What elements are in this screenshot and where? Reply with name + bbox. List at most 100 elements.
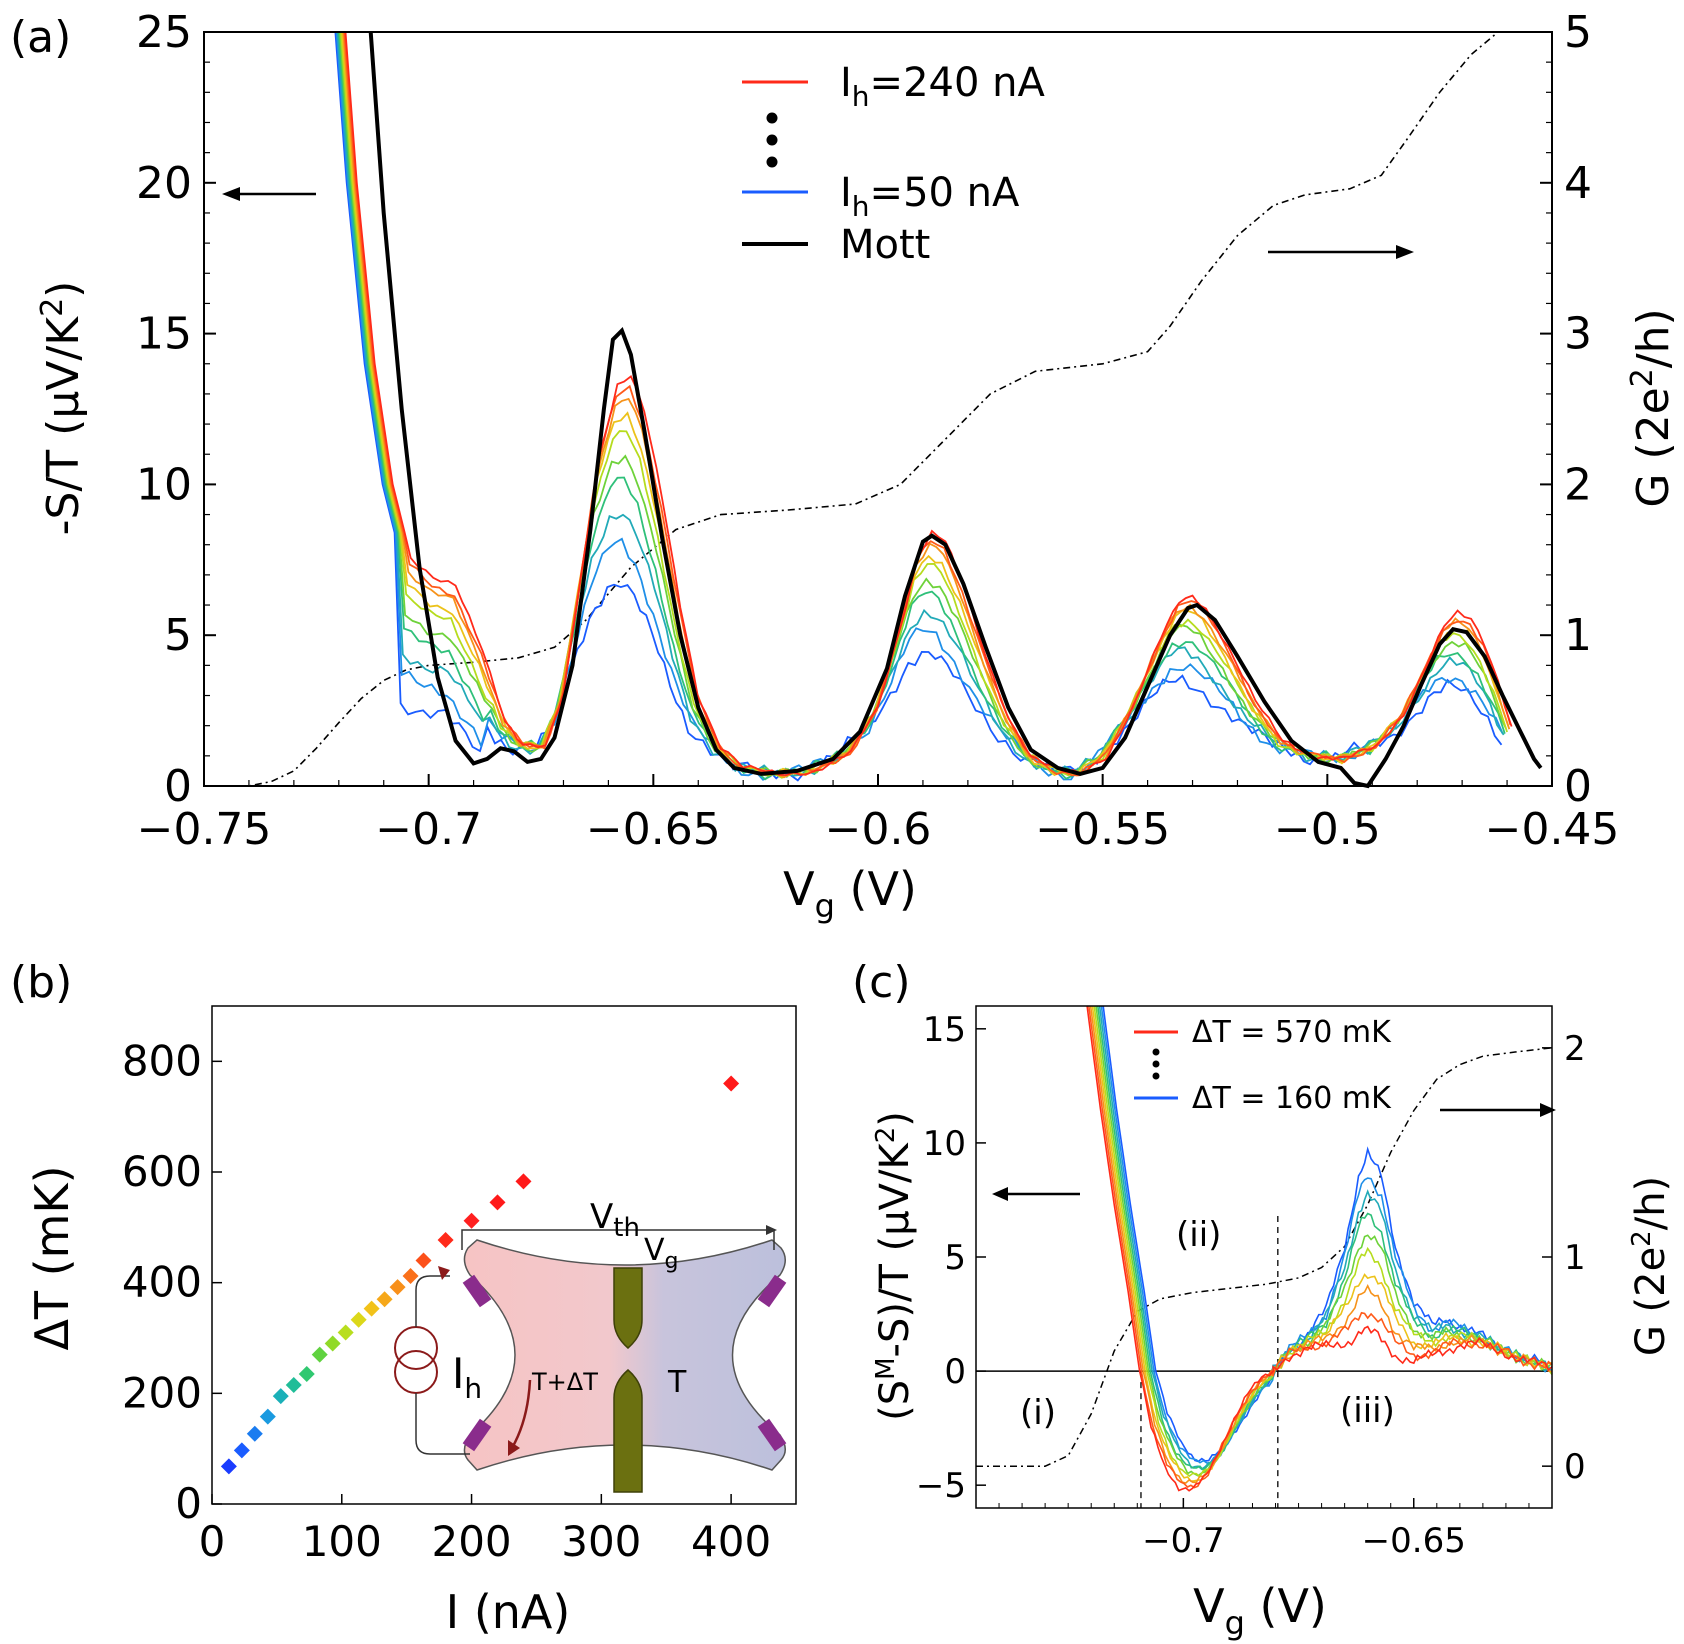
panel-a-mott-curve xyxy=(368,31,1543,789)
conductance-curve xyxy=(204,31,1499,787)
region-label-ii: (ii) xyxy=(1176,1215,1221,1255)
panel-c-left-arrow xyxy=(992,1187,1080,1201)
data-point xyxy=(285,1377,302,1394)
inset-contact-pad xyxy=(757,1274,787,1308)
panel-a: (a) −0.75 −0.7 −0.65 −0.6 −0.55 −0.5 −0.450510… xyxy=(10,7,1679,925)
heated-series-line xyxy=(334,31,1503,782)
y-tick-label: 600 xyxy=(122,1147,202,1196)
data-point xyxy=(723,1075,740,1092)
region-label-i: (i) xyxy=(1020,1393,1056,1433)
y-tick-label: −5 xyxy=(916,1466,966,1506)
inset-cold-label: T xyxy=(667,1365,687,1400)
data-point xyxy=(311,1346,328,1363)
panel-a-legend: Ih=240 nA Ih=50 nA Mott xyxy=(742,60,1045,268)
data-point xyxy=(489,1194,506,1211)
panel-a-label: (a) xyxy=(10,12,71,63)
panel-b-xlabel: I (nA) xyxy=(446,1585,571,1639)
conductance-curve xyxy=(976,1047,1553,1467)
panel-a-left-arrow xyxy=(222,187,316,201)
x-tick-label: 300 xyxy=(561,1517,641,1566)
panel-c-xlabel: Vg (V) xyxy=(1193,1579,1327,1642)
heated-series-line xyxy=(337,31,1506,781)
series-line xyxy=(1097,1005,1553,1472)
data-point xyxy=(337,1324,354,1341)
panel-c-ticks: −0.7 −0.65 −5 0 5 10 15 0 1 2 xyxy=(916,1010,1586,1561)
x-tick-label: 400 xyxy=(691,1517,771,1566)
y-right-tick-label: 2 xyxy=(1564,1029,1586,1069)
x-tick-label: −0.75 xyxy=(137,804,272,855)
panel-c-ylabel-left: (SM-S)/T (µV/K2) xyxy=(871,1111,918,1421)
heated-series-line xyxy=(343,31,1512,777)
x-tick-label: −0.65 xyxy=(1362,1521,1466,1561)
x-tick-label: 100 xyxy=(302,1517,382,1566)
legend-ellipsis-dot xyxy=(766,112,778,124)
series-line xyxy=(1098,1005,1553,1471)
data-point xyxy=(298,1365,315,1382)
data-point xyxy=(402,1268,419,1285)
panel-c: (c) −0.7 −0.65 −5 0 5 10 15 0 1 2 Vg (V) (SM-S)/T… xyxy=(852,957,1674,1642)
inset-contact-pad xyxy=(462,1418,492,1452)
data-point xyxy=(246,1425,263,1442)
panel-a-right-arrow xyxy=(1268,245,1414,259)
y-right-tick-label: 0 xyxy=(1564,1447,1586,1487)
legend-label-mott: Mott xyxy=(840,222,930,268)
heated-series-line xyxy=(339,31,1507,776)
y-tick-label: 400 xyxy=(122,1258,202,1307)
data-point xyxy=(389,1279,406,1296)
legend-ellipsis-dot xyxy=(1152,1048,1160,1056)
y-right-tick-label: 3 xyxy=(1564,309,1592,360)
legend-label-570mk: ΔT = 570 mK xyxy=(1192,1015,1392,1050)
panel-a-ylabel-right: G (2e2/h) xyxy=(1625,308,1679,507)
series-line xyxy=(1088,1005,1553,1489)
y-tick-label: 25 xyxy=(136,7,192,58)
x-tick-label: −0.45 xyxy=(1485,804,1620,855)
inset-current-source xyxy=(394,1326,438,1370)
y-tick-label: 10 xyxy=(923,1124,966,1164)
panel-a-ticks: −0.75 −0.7 −0.65 −0.6 −0.55 −0.5 −0.4505101520… xyxy=(136,7,1619,855)
data-point xyxy=(220,1458,237,1475)
region-label-iii: (iii) xyxy=(1340,1391,1395,1431)
data-point xyxy=(376,1291,393,1308)
data-point xyxy=(233,1442,250,1459)
series-line xyxy=(1089,1005,1553,1484)
mott-line xyxy=(368,31,1543,789)
inset-wire xyxy=(415,1393,470,1455)
x-tick-label: 0 xyxy=(199,1517,226,1566)
panel-c-label: (c) xyxy=(852,957,911,1008)
x-tick-label: −0.65 xyxy=(586,804,721,855)
inset-contact-pad xyxy=(757,1418,787,1452)
y-tick-label: 800 xyxy=(122,1036,202,1085)
heated-series-line xyxy=(341,31,1510,777)
y-right-tick-label: 1 xyxy=(1564,610,1592,661)
inset-vth-bracket xyxy=(461,1229,775,1250)
data-point xyxy=(415,1252,432,1269)
x-tick-label: −0.6 xyxy=(825,804,932,855)
y-tick-label: 0 xyxy=(175,1479,202,1528)
y-tick-label: 15 xyxy=(923,1010,966,1050)
legend-label-240na: Ih=240 nA xyxy=(840,60,1045,113)
x-tick-label: −0.55 xyxy=(1035,804,1170,855)
inset-current-arrow xyxy=(510,1379,532,1449)
inset-current-arrowhead xyxy=(438,1266,450,1280)
heated-series-line xyxy=(340,31,1508,779)
inset-gate-top xyxy=(613,1267,643,1349)
panel-b-frame xyxy=(211,1005,797,1505)
series-line xyxy=(1086,1005,1553,1492)
panel-c-right-arrow xyxy=(1440,1103,1556,1117)
x-tick-label: −0.5 xyxy=(1274,804,1381,855)
y-tick-label: 5 xyxy=(944,1238,966,1278)
x-tick-label: −0.7 xyxy=(1142,1521,1225,1561)
heated-series-line xyxy=(336,31,1505,777)
series-line xyxy=(1095,1005,1553,1477)
legend-ellipsis-dot xyxy=(766,134,778,146)
series-line xyxy=(1102,1005,1553,1463)
heated-series-line xyxy=(335,31,1504,781)
inset-ih-label: Ih xyxy=(452,1349,482,1405)
y-right-tick-label: 2 xyxy=(1564,459,1592,510)
y-tick-label: 15 xyxy=(136,309,192,360)
legend-ellipsis-dot xyxy=(1152,1060,1160,1068)
y-tick-label: 10 xyxy=(136,459,192,510)
data-point xyxy=(324,1335,341,1352)
heated-series-line xyxy=(344,31,1513,777)
